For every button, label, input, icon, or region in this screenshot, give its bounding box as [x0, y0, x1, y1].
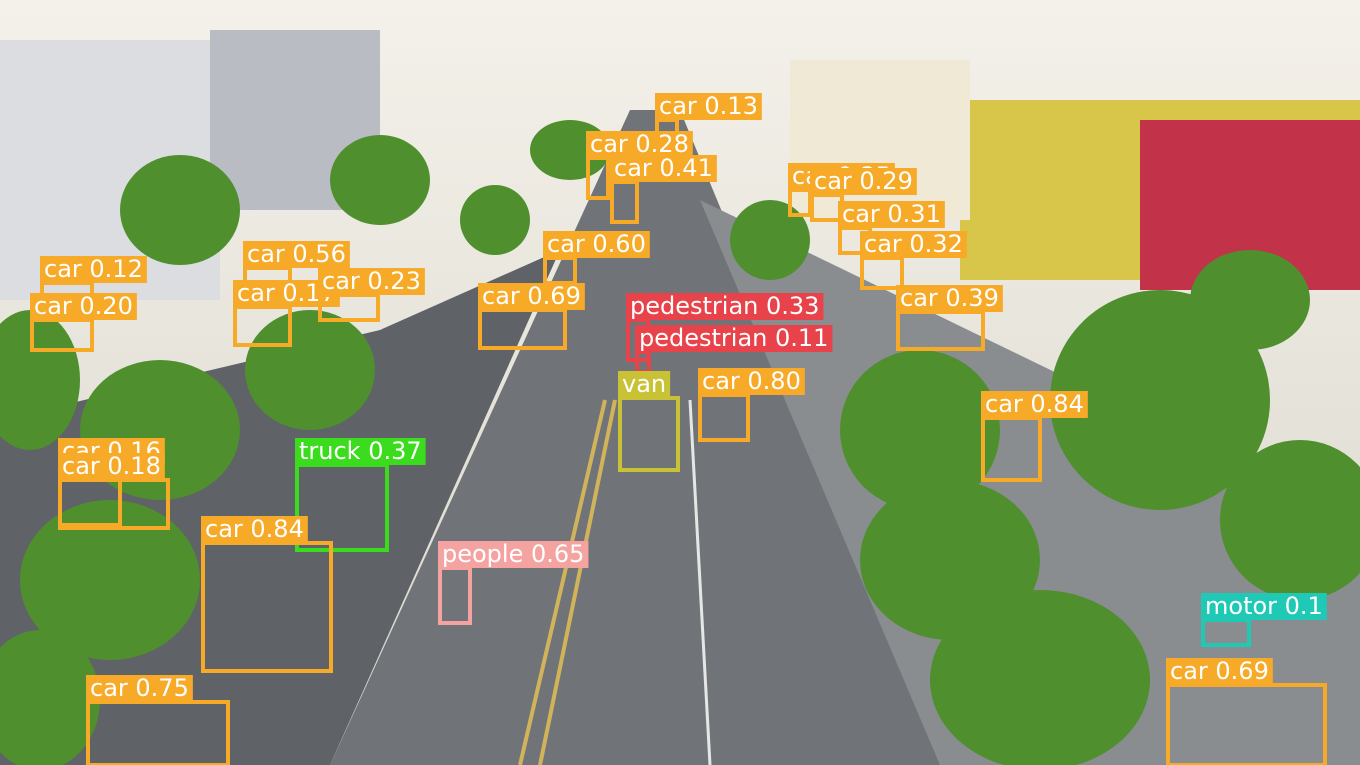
label-background	[30, 293, 137, 320]
detection: car 0.29	[810, 167, 917, 222]
label-background	[543, 231, 650, 258]
detection: car 0.18	[58, 452, 170, 530]
label-background	[586, 131, 693, 158]
detection: pedestrian 0.11	[635, 324, 833, 374]
detection-label: car 0.75	[90, 674, 189, 702]
detection-label: car 0.56	[247, 240, 346, 268]
detection-label: car 0.41	[614, 154, 713, 182]
detection: truck 0.37	[295, 437, 426, 552]
detection: car 0.20	[30, 292, 137, 352]
label-background	[896, 285, 1003, 312]
detection-label: car 0.13	[659, 92, 758, 120]
detection-label: car 0.20	[34, 292, 133, 320]
detection-label: car 0.69	[482, 282, 581, 310]
label-background	[981, 391, 1088, 418]
detection: people 0.65	[438, 540, 589, 625]
detection-label: car 0.39	[900, 284, 999, 312]
label-background	[86, 675, 193, 702]
detection: car 0.75	[86, 674, 230, 765]
label-background	[698, 368, 805, 395]
label-background	[635, 325, 833, 352]
label-background	[478, 283, 585, 310]
detection: car 0.39	[896, 284, 1003, 351]
detection-label: car 0.18	[62, 452, 161, 480]
label-background	[810, 168, 917, 195]
label-background	[40, 256, 147, 283]
detection: car 0.31	[838, 200, 945, 255]
detection-label: car 0.29	[814, 167, 913, 195]
label-background	[618, 371, 671, 398]
label-background	[626, 293, 824, 320]
label-background	[1166, 658, 1273, 685]
detection: car 0.84	[201, 515, 333, 673]
detection-label: car 0.28	[590, 130, 689, 158]
label-background	[1201, 593, 1327, 620]
detection: car 0.28	[586, 130, 693, 200]
detection-label: van	[622, 370, 666, 398]
detection: car 0.80	[698, 367, 805, 442]
detection: pedestrian 0.33	[626, 292, 824, 362]
detection-label: car 0.32	[864, 230, 963, 258]
detection: car 0.41	[610, 154, 717, 224]
detection-label: pedestrian 0.11	[639, 324, 828, 352]
label-background	[243, 241, 350, 268]
detection-label: pedestrian 0.33	[630, 292, 819, 320]
label-background	[295, 438, 426, 465]
detection-label: car 0.23	[322, 267, 421, 295]
detection: car 0.84	[981, 390, 1088, 482]
detection-label: car 0.69	[1170, 657, 1269, 685]
label-background	[860, 231, 967, 258]
detection-label: car 0.12	[44, 255, 143, 283]
detection-label: car 0.84	[205, 515, 304, 543]
detection-label: truck 0.37	[299, 437, 422, 465]
detection-label: car 0.80	[702, 367, 801, 395]
detection: motor 0.1	[1201, 592, 1327, 647]
label-background	[838, 201, 945, 228]
detection-label: car 0.60	[547, 230, 646, 258]
detection: car 0.69	[1166, 657, 1327, 765]
detection: car 0.69	[478, 282, 585, 350]
detection-label: motor 0.1	[1205, 592, 1323, 620]
detection: car 0.12	[40, 255, 147, 305]
detection-label: people 0.65	[442, 540, 584, 568]
detection: car 0.13	[655, 92, 762, 137]
label-background	[610, 155, 717, 182]
detection: car 0.23	[318, 267, 425, 322]
detection: car 0.32	[860, 230, 967, 290]
label-background	[201, 516, 308, 543]
label-background	[438, 541, 589, 568]
label-background	[318, 268, 425, 295]
label-background	[655, 93, 762, 120]
detection-label: car 0.31	[842, 200, 941, 228]
detection: van	[618, 370, 680, 472]
detection-label: car 0.84	[985, 390, 1084, 418]
label-background	[58, 453, 165, 480]
